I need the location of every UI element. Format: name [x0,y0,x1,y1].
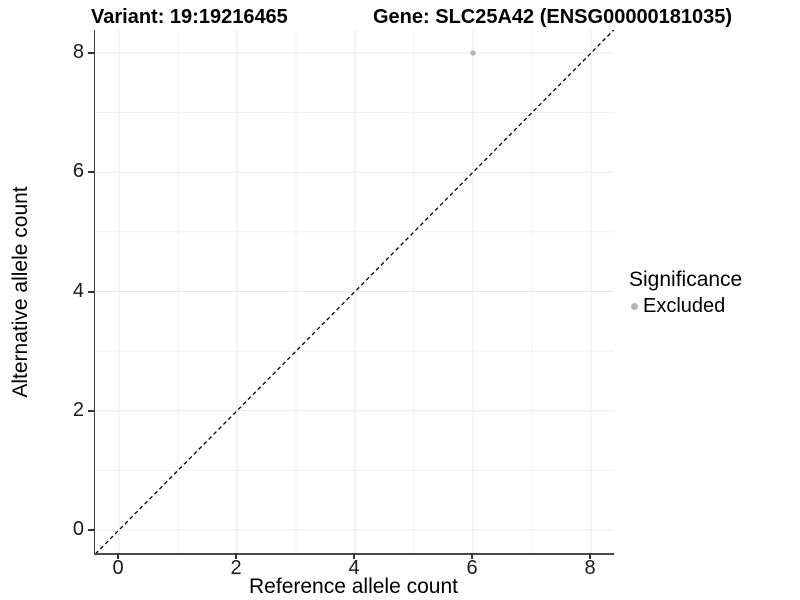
legend-key-dot-icon [631,303,638,310]
gene-title: Gene: SLC25A42 (ENSG00000181035) [373,6,733,28]
legend-entries: Excluded [629,295,742,318]
plot-panel [94,30,614,555]
y-tick-mark [88,52,94,54]
y-tick-mark [88,529,94,531]
legend-title: Significance [629,268,743,291]
x-tick-mark [235,553,237,559]
y-tick-label: 6 [72,160,84,183]
x-axis-title: Reference allele count [249,575,458,598]
y-axis-title: Alternative allele count [9,186,32,398]
plot-area-canvas [95,30,614,553]
x-tick-label: 0 [112,557,124,579]
x-tick-mark [471,553,473,559]
y-tick-mark [88,409,94,412]
y-tick-label: 2 [72,398,84,421]
x-tick-label: 4 [348,557,360,579]
legend: Significance Excluded [629,268,742,318]
y-tick-label: 0 [72,518,84,540]
y-tick-label: 8 [72,41,84,63]
x-tick-label: 6 [466,557,478,579]
x-tick-label: 8 [584,557,596,579]
legend-entry-label: Excluded [643,295,726,317]
data-point [470,50,476,56]
variant-title: Variant: 19:19216465 [91,6,288,28]
x-tick-label: 2 [230,557,242,579]
x-tick-mark [117,553,119,559]
y-tick-mark [88,290,94,293]
y-tick-mark [88,171,94,174]
x-tick-mark [589,553,591,559]
x-tick-mark [353,553,355,559]
legend-entry: Excluded [629,295,742,318]
y-tick-label: 4 [72,279,84,302]
